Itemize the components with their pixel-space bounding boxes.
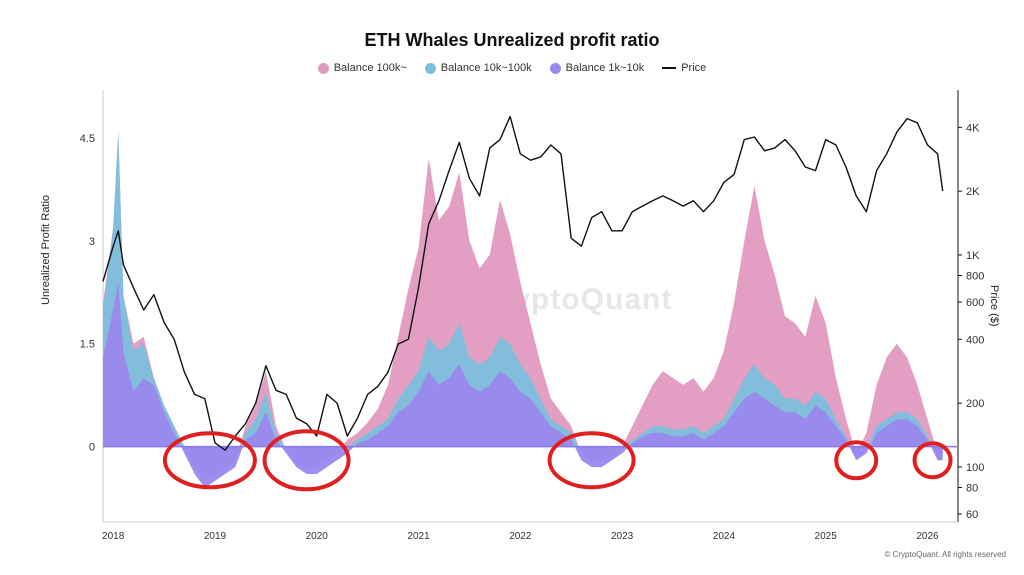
highlight-circle [834,440,879,481]
legend-label-balance-100k: Balance 100k~ [333,62,407,74]
highlight-circle [547,431,636,490]
y2-tick-label: 100 [966,462,984,474]
y2-tick-label: 600 [966,297,984,309]
highlight-circle [162,431,257,490]
area-series-0 [103,131,943,481]
x-tick-label: 2024 [713,531,736,542]
legend-item-balance-10k-100k[interactable]: Balance 10k~100k [424,62,532,74]
y-tick-label: 3 [89,236,95,248]
y2-tick-label: 400 [966,334,984,346]
legend-label-balance-1k-10k: Balance 1k~10k [565,62,645,74]
y2-tick-label: 2K [966,186,980,198]
y2-tick-label: 800 [966,271,984,283]
legend-item-balance-100k[interactable]: Balance 100k~ [317,62,407,74]
y-tick-label: 0 [89,442,95,454]
x-tick-label: 2026 [916,531,939,542]
legend-swatch-price [662,67,677,69]
legend-item-price[interactable]: Price [662,62,706,74]
legend-swatch-balance-10k-100k [424,62,436,74]
x-tick-label: 2019 [204,531,227,542]
x-tick-label: 2021 [407,531,430,542]
legend: Balance 100k~ Balance 10k~100k Balance 1… [0,62,1024,74]
x-tick-label: 2022 [509,531,532,542]
y2-tick-label: 80 [966,483,978,495]
credit-text: © CryptoQuant. All rights reserved [884,550,1007,559]
legend-item-balance-1k-10k[interactable]: Balance 1k~10k [549,62,645,74]
x-tick-label: 2020 [306,531,329,542]
x-tick-label: 2023 [611,531,634,542]
y-tick-label: 1.5 [80,339,95,351]
area-series-2 [103,282,943,488]
y-tick-label: 4.5 [80,133,95,145]
x-tick-label: 2018 [102,531,125,542]
highlight-circle [912,441,953,480]
legend-label-price: Price [681,62,707,74]
chart-title: ETH Whales Unrealized profit ratio [364,30,660,50]
y2-tick-label: 4K [966,122,980,134]
y2-tick-label: 60 [966,509,978,521]
legend-swatch-balance-100k [317,62,329,74]
y2-tick-label: 1K [966,250,980,262]
legend-swatch-balance-1k-10k [549,62,561,74]
y2-tick-label: 200 [966,398,984,410]
highlight-circle [262,429,351,492]
legend-label-balance-10k-100k: Balance 10k~100k [440,62,532,74]
x-tick-label: 2025 [815,531,838,542]
